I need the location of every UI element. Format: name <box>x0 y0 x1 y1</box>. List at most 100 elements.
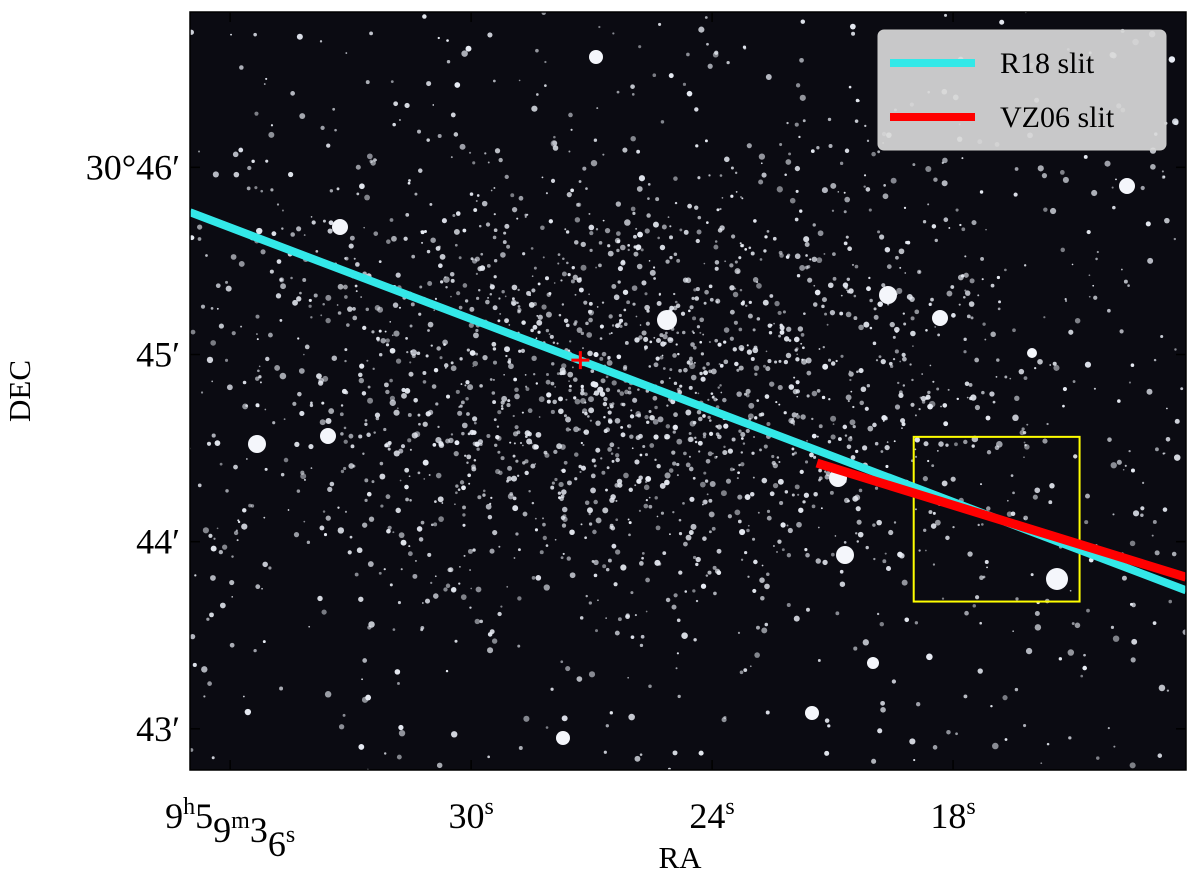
star <box>643 503 649 509</box>
star <box>900 418 906 424</box>
star <box>448 437 454 444</box>
star <box>542 535 547 541</box>
star <box>367 397 374 404</box>
star <box>858 488 863 493</box>
star <box>695 144 699 148</box>
star <box>572 274 578 280</box>
star <box>260 189 264 193</box>
star <box>638 509 642 512</box>
star <box>895 330 899 333</box>
star <box>835 611 840 616</box>
star <box>797 326 804 332</box>
star <box>799 209 803 213</box>
star <box>362 452 365 455</box>
star <box>752 328 756 332</box>
star <box>751 451 755 455</box>
star <box>835 359 838 363</box>
star <box>600 457 603 460</box>
star <box>425 411 431 417</box>
star <box>460 594 467 601</box>
star <box>630 135 636 142</box>
star <box>765 74 772 80</box>
star <box>898 248 905 255</box>
star <box>901 579 908 586</box>
star <box>497 410 502 415</box>
star <box>247 165 252 171</box>
star <box>617 265 624 272</box>
star <box>1154 550 1160 556</box>
star <box>493 418 497 422</box>
star <box>461 431 465 436</box>
star <box>737 471 740 475</box>
star <box>462 283 468 288</box>
star <box>688 432 692 435</box>
star <box>910 316 915 321</box>
star <box>310 316 313 319</box>
star <box>570 128 573 131</box>
star <box>683 541 688 547</box>
star <box>225 280 229 284</box>
star <box>734 361 739 367</box>
star <box>165 227 170 232</box>
star <box>222 544 228 550</box>
star <box>722 449 728 456</box>
star <box>478 224 482 228</box>
star <box>438 245 441 249</box>
star <box>869 326 873 330</box>
star <box>255 584 261 590</box>
star <box>855 506 861 512</box>
star <box>741 197 744 200</box>
star <box>760 596 765 601</box>
star <box>580 388 585 392</box>
star <box>489 293 493 296</box>
star <box>233 464 238 470</box>
star <box>940 405 942 408</box>
star <box>366 491 372 497</box>
star <box>500 404 504 408</box>
star <box>429 202 433 206</box>
star <box>1004 375 1008 379</box>
star <box>817 230 824 237</box>
star <box>599 391 606 397</box>
star <box>672 511 675 514</box>
star <box>695 562 699 567</box>
star <box>528 489 531 493</box>
star <box>955 732 958 736</box>
star <box>306 540 311 545</box>
star <box>636 149 641 154</box>
star <box>347 306 353 312</box>
star <box>1023 376 1028 381</box>
star <box>392 531 395 534</box>
star <box>1119 329 1124 334</box>
star <box>290 232 295 237</box>
star <box>361 522 368 528</box>
star <box>588 301 593 306</box>
star <box>740 437 744 440</box>
star <box>255 314 260 319</box>
star <box>226 384 233 391</box>
star <box>265 159 269 163</box>
star <box>638 475 643 480</box>
star <box>392 122 396 127</box>
star <box>1010 474 1014 477</box>
star <box>348 463 355 469</box>
star <box>121 338 126 343</box>
star <box>435 437 442 444</box>
star <box>892 358 896 361</box>
star <box>929 364 932 367</box>
star <box>562 516 568 522</box>
star <box>354 284 358 288</box>
legend-label: R18 slit <box>1000 47 1095 80</box>
star <box>739 288 743 292</box>
star <box>492 360 498 365</box>
star <box>655 337 662 344</box>
star <box>263 83 266 85</box>
star <box>748 300 752 304</box>
star <box>626 300 631 305</box>
star <box>830 415 837 422</box>
star <box>760 162 763 165</box>
star <box>346 323 350 327</box>
star <box>542 517 544 520</box>
star <box>677 694 681 699</box>
star <box>1096 250 1099 254</box>
